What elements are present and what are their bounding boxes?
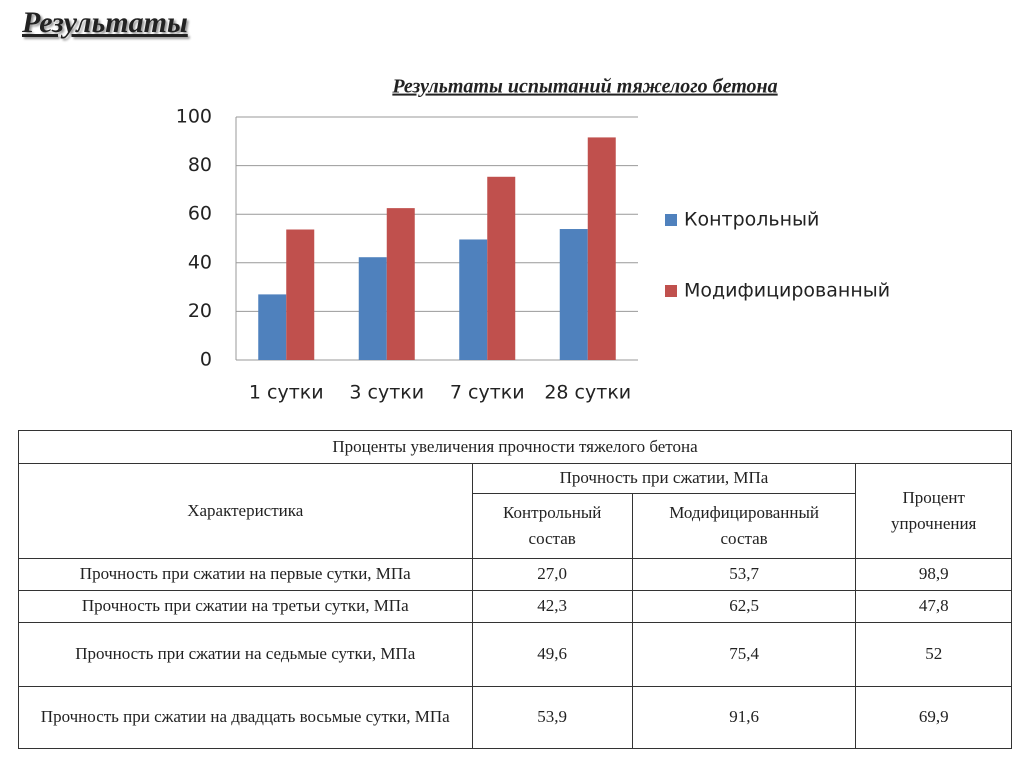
value-cell: 52: [855, 622, 1012, 687]
x-tick-label: 28 сутки: [544, 382, 631, 404]
y-tick-label: 80: [188, 154, 212, 176]
y-tick-label: 100: [176, 106, 212, 128]
value-cell: 75,4: [631, 622, 857, 687]
value-cell: 53,9: [471, 686, 633, 749]
x-tick-label: 3 сутки: [349, 382, 424, 404]
value-cell: 91,6: [631, 686, 857, 749]
table-row: Прочность при сжатии на седьмые сутки, М…: [18, 622, 1012, 687]
value-cell: 69,9: [855, 686, 1012, 749]
x-tick-label: 7 сутки: [450, 382, 525, 404]
legend-swatch: [665, 214, 677, 226]
value-cell: 53,7: [631, 558, 857, 591]
bar: [358, 257, 387, 360]
y-tick-label: 60: [188, 203, 212, 225]
header-cell: Прочность при сжатии, МПа: [471, 463, 857, 494]
legend-swatch: [665, 285, 677, 297]
bar: [587, 137, 616, 360]
bar: [459, 239, 488, 360]
value-cell: 47,8: [855, 590, 1012, 623]
y-tick-label: 40: [188, 251, 212, 273]
legend-label: Модифицированный: [684, 280, 890, 302]
slide-heading: Результаты: [22, 6, 188, 39]
legend-label: Контрольный: [684, 209, 819, 231]
bar: [487, 176, 516, 360]
y-tick-label: 20: [188, 300, 212, 322]
value-cell: 98,9: [855, 558, 1012, 591]
header-cell: Процент упрочнения: [855, 463, 1012, 559]
table-row: Прочность при сжатии на первые сутки, МП…: [18, 558, 1012, 591]
data-table: Проценты увеличения прочности тяжелого б…: [18, 430, 1012, 749]
row-label: Прочность при сжатии на третьи сутки, МП…: [18, 590, 473, 623]
header-cell: Характеристика: [18, 463, 473, 559]
y-tick-label: 0: [200, 349, 212, 371]
value-cell: 27,0: [471, 558, 633, 591]
row-label: Прочность при сжатии на седьмые сутки, М…: [18, 622, 473, 687]
value-cell: 62,5: [631, 590, 857, 623]
bar: [286, 229, 315, 360]
value-cell: 42,3: [471, 590, 633, 623]
table-title: Проценты увеличения прочности тяжелого б…: [18, 430, 1012, 464]
chart: Результаты испытаний тяжелого бетона 0 20…: [176, 76, 890, 404]
table-body: Прочность при сжатии на первые сутки, МП…: [18, 558, 1012, 749]
row-label: Прочность при сжатии на первые сутки, МП…: [18, 558, 473, 591]
bar: [258, 294, 287, 360]
x-tick-label: 1 сутки: [249, 382, 324, 404]
row-label: Прочность при сжатии на двадцать восьмые…: [18, 686, 473, 749]
header-cell: Контрольный состав: [471, 493, 633, 559]
value-cell: 49,6: [471, 622, 633, 687]
table-row: Прочность при сжатии на третьи сутки, МП…: [18, 590, 1012, 623]
header-cell: Модифицированный состав: [631, 493, 857, 559]
chart-title: Результаты испытаний тяжелого бетона: [391, 76, 777, 98]
table-row: Прочность при сжатии на двадцать восьмые…: [18, 686, 1012, 749]
bar: [386, 208, 415, 360]
bar: [559, 229, 588, 360]
